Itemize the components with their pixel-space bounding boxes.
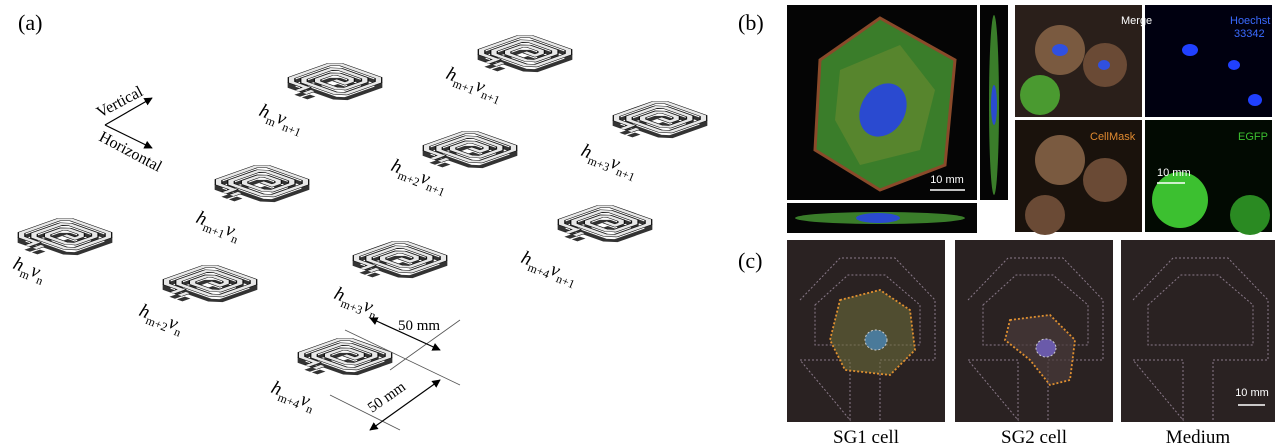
dimension-label: 50 mm [365, 379, 409, 416]
scale-bar-label: 10 mm [930, 174, 964, 186]
axis-arrows: Vertical Horizontal [94, 83, 165, 176]
scale-bar-label: 10 mm [1235, 387, 1269, 399]
resonator-label: hmνn [9, 253, 49, 288]
resonator-label: hm+3νn+1 [577, 140, 641, 184]
microscopy-images [787, 5, 1272, 235]
image-caption: Medium [1166, 427, 1231, 448]
subscript: n+1 [424, 179, 447, 199]
electrode-images [787, 240, 1275, 422]
scale-bar-label: 10 mm [1157, 167, 1191, 179]
resonator-label: hmνn+1 [255, 100, 307, 140]
resonator-label: hm+2νn [135, 300, 187, 340]
resonator [466, 34, 574, 78]
resonator-label: hm+4νn [267, 377, 319, 417]
resonator-array: hmνnhm+2νnhm+1νnhmνn+1hm+3νnhm+4νnhm+2νn… [6, 34, 710, 416]
channel-label: Merge [1121, 15, 1152, 27]
channel-label: Hoechst [1230, 15, 1270, 27]
resonator [203, 164, 312, 208]
channel-label: EGFP [1238, 131, 1268, 143]
subscript: n+1 [479, 87, 502, 107]
panel-label: (c) [738, 248, 762, 273]
subscript: n+1 [280, 120, 303, 140]
resonator-label: hm+1νn [192, 207, 244, 247]
panel-label: (b) [738, 10, 764, 35]
image-caption: SG1 cell [833, 427, 899, 448]
figure: (a) Vertical Horizontal hmνn hm+2νn hm+1νn… [0, 0, 1277, 448]
resonator [151, 264, 260, 308]
dimension-label: 50 mm [398, 318, 440, 334]
resonator-label: hm+4νn+1 [517, 247, 581, 291]
axis-label: Horizontal [96, 129, 165, 176]
channel-label: CellMask [1090, 131, 1136, 143]
resonator [601, 100, 710, 143]
image-caption: SG2 cell [1001, 427, 1067, 448]
resonator [286, 337, 395, 381]
channel-label: 33342 [1234, 28, 1265, 40]
resonator [341, 240, 450, 284]
subscript: n+1 [614, 164, 637, 184]
subscript: n+1 [554, 271, 577, 291]
resonator [546, 204, 655, 248]
panel-label: (a) [18, 10, 42, 35]
resonator-label: hm+3νn [330, 283, 382, 323]
resonator [276, 62, 385, 106]
